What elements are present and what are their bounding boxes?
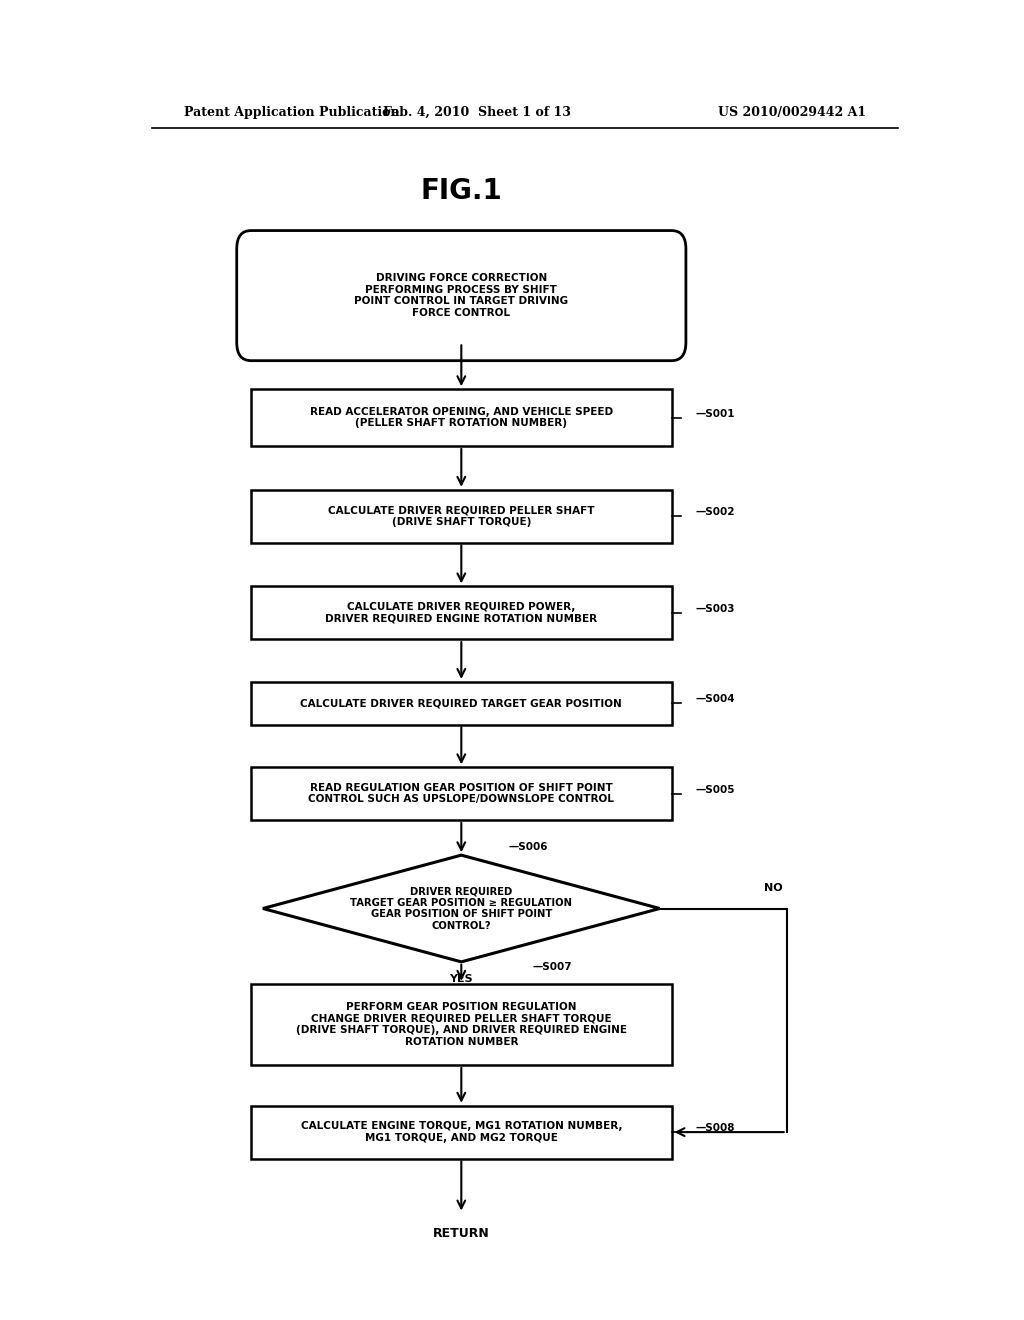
Text: PERFORM GEAR POSITION REGULATION
CHANGE DRIVER REQUIRED PELLER SHAFT TORQUE
(DRI: PERFORM GEAR POSITION REGULATION CHANGE … (296, 1002, 627, 1047)
Text: CALCULATE DRIVER REQUIRED PELLER SHAFT
(DRIVE SHAFT TORQUE): CALCULATE DRIVER REQUIRED PELLER SHAFT (… (328, 506, 595, 527)
Text: YES: YES (450, 974, 473, 985)
FancyBboxPatch shape (251, 983, 672, 1065)
FancyBboxPatch shape (251, 586, 672, 639)
FancyBboxPatch shape (312, 1195, 610, 1272)
Text: —S004: —S004 (695, 694, 735, 704)
FancyBboxPatch shape (251, 490, 672, 543)
Text: —S007: —S007 (532, 962, 572, 972)
Text: Patent Application Publication: Patent Application Publication (183, 106, 399, 119)
Polygon shape (263, 855, 659, 962)
FancyBboxPatch shape (251, 1106, 672, 1159)
FancyBboxPatch shape (251, 389, 672, 446)
Text: —S002: —S002 (695, 507, 735, 517)
FancyBboxPatch shape (237, 231, 686, 360)
FancyBboxPatch shape (251, 682, 672, 725)
Text: CALCULATE ENGINE TORQUE, MG1 ROTATION NUMBER,
MG1 TORQUE, AND MG2 TORQUE: CALCULATE ENGINE TORQUE, MG1 ROTATION NU… (301, 1121, 622, 1143)
Text: Feb. 4, 2010  Sheet 1 of 13: Feb. 4, 2010 Sheet 1 of 13 (383, 106, 571, 119)
Text: —S008: —S008 (695, 1123, 735, 1133)
Text: —S006: —S006 (509, 842, 549, 851)
Text: US 2010/0029442 A1: US 2010/0029442 A1 (718, 106, 866, 119)
Text: NO: NO (764, 883, 782, 894)
Text: DRIVING FORCE CORRECTION
PERFORMING PROCESS BY SHIFT
POINT CONTROL IN TARGET DRI: DRIVING FORCE CORRECTION PERFORMING PROC… (354, 273, 568, 318)
Text: READ ACCELERATOR OPENING, AND VEHICLE SPEED
(PELLER SHAFT ROTATION NUMBER): READ ACCELERATOR OPENING, AND VEHICLE SP… (309, 407, 613, 429)
Text: —S001: —S001 (695, 408, 735, 418)
Text: CALCULATE DRIVER REQUIRED TARGET GEAR POSITION: CALCULATE DRIVER REQUIRED TARGET GEAR PO… (300, 698, 623, 709)
Text: CALCULATE DRIVER REQUIRED POWER,
DRIVER REQUIRED ENGINE ROTATION NUMBER: CALCULATE DRIVER REQUIRED POWER, DRIVER … (326, 602, 597, 623)
Text: —S003: —S003 (695, 603, 735, 614)
Text: —S005: —S005 (695, 784, 735, 795)
Text: DRIVER REQUIRED
TARGET GEAR POSITION ≥ REGULATION
GEAR POSITION OF SHIFT POINT
C: DRIVER REQUIRED TARGET GEAR POSITION ≥ R… (350, 886, 572, 931)
Text: FIG.1: FIG.1 (421, 177, 502, 205)
Text: RETURN: RETURN (433, 1228, 489, 1241)
FancyBboxPatch shape (251, 767, 672, 820)
Text: READ REGULATION GEAR POSITION OF SHIFT POINT
CONTROL SUCH AS UPSLOPE/DOWNSLOPE C: READ REGULATION GEAR POSITION OF SHIFT P… (308, 783, 614, 804)
